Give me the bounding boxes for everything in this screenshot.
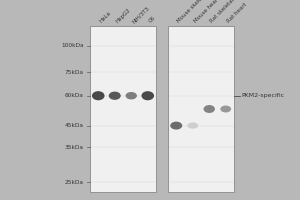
Text: 100kDa: 100kDa xyxy=(61,43,84,48)
Text: NIH/3T3: NIH/3T3 xyxy=(131,5,150,24)
Text: PKM2-specific: PKM2-specific xyxy=(242,93,285,98)
Ellipse shape xyxy=(220,106,231,112)
Ellipse shape xyxy=(170,122,182,130)
Text: 75kDa: 75kDa xyxy=(65,70,84,75)
FancyBboxPatch shape xyxy=(90,26,156,192)
Text: HepG2: HepG2 xyxy=(115,7,131,24)
Text: Mouse skeletal muscle: Mouse skeletal muscle xyxy=(176,0,224,24)
Ellipse shape xyxy=(126,92,137,99)
Text: 60kDa: 60kDa xyxy=(65,93,84,98)
Text: Mouse heart: Mouse heart xyxy=(193,0,220,24)
Ellipse shape xyxy=(109,92,121,100)
Text: 25kDa: 25kDa xyxy=(65,180,84,185)
Text: 45kDa: 45kDa xyxy=(65,123,84,128)
Text: Rat heart: Rat heart xyxy=(226,2,248,24)
Ellipse shape xyxy=(204,105,215,113)
Text: HeLa: HeLa xyxy=(98,11,112,24)
Text: 35kDa: 35kDa xyxy=(65,145,84,150)
FancyBboxPatch shape xyxy=(168,26,234,192)
Text: C6: C6 xyxy=(148,15,156,24)
Ellipse shape xyxy=(92,91,105,100)
Ellipse shape xyxy=(188,122,198,129)
Text: Rat skeletal muscle: Rat skeletal muscle xyxy=(209,0,251,24)
Ellipse shape xyxy=(142,91,154,100)
